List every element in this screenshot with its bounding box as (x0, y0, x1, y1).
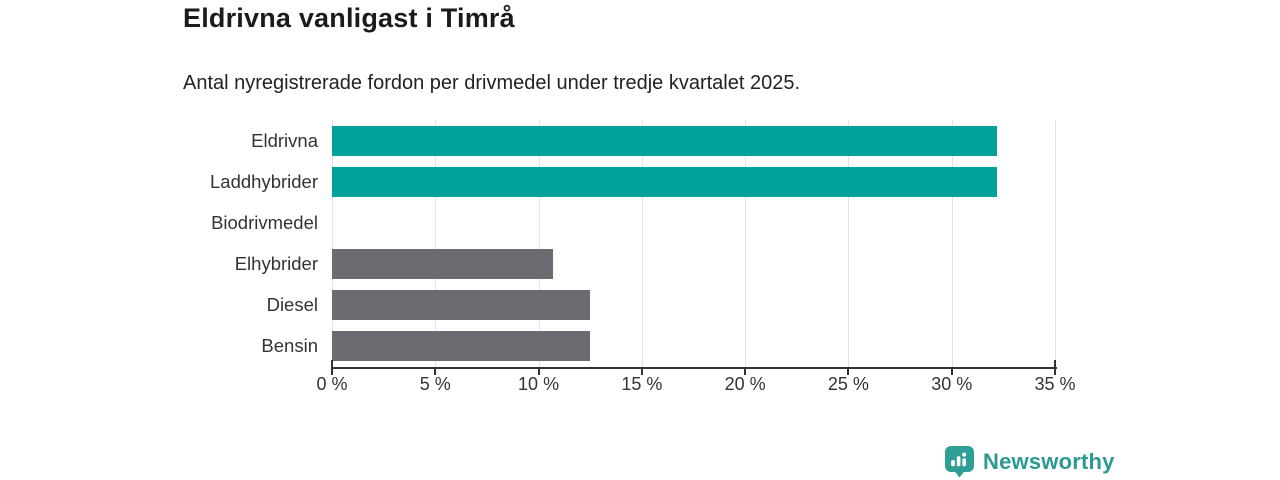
category-label: Laddhybrider (210, 170, 318, 192)
bar-track (332, 166, 1055, 197)
tick-label-10: 10 % (518, 374, 560, 394)
chart-row: Eldrivna (183, 120, 1055, 161)
gridline-35 (1055, 120, 1056, 367)
chart-row: Biodrivmedel (183, 202, 1055, 243)
chart-row: Elhybrider (183, 244, 1055, 285)
bar-track (332, 125, 1055, 156)
tick-label-35: 35 % (1034, 374, 1076, 394)
newsworthy-logo: Newsworthy (945, 446, 1115, 478)
bar-elhybrider (332, 249, 554, 280)
axis-tick-30 (950, 369, 953, 375)
axis-tick-35 (1054, 369, 1056, 375)
axis-tick-20 (744, 369, 747, 375)
gridline-30 (951, 120, 953, 367)
newsworthy-bubble-barchart-icon (945, 446, 974, 478)
gridline-5 (435, 120, 437, 367)
newsworthy-wordmark: Newsworthy (983, 449, 1115, 474)
category-label: Eldrivna (251, 129, 318, 151)
tick-label-20: 20 % (724, 374, 766, 394)
bar-bensin (332, 331, 591, 362)
chart-row: Diesel (183, 285, 1055, 326)
gridline-15 (641, 120, 643, 367)
chart-subtitle: Antal nyregistrerade fordon per drivmede… (183, 72, 801, 94)
axis-tick-15 (640, 369, 643, 375)
bar-track (332, 249, 1055, 280)
tick-label-0: 0 % (316, 374, 348, 394)
chart-row: Bensin (183, 326, 1055, 367)
axis-endcap-0 (331, 360, 333, 367)
bar-rows: Eldrivna Laddhybrider Biodrivmedel Elhybrid… (183, 120, 1055, 367)
axis-tick-25 (847, 369, 850, 375)
axis-tick-0 (331, 369, 333, 375)
bar-track (332, 208, 1055, 238)
axis-tick-10 (537, 369, 540, 375)
gridline-0 (332, 120, 333, 367)
x-axis-line (331, 367, 1057, 369)
chart-row: Laddhybrider (183, 161, 1055, 202)
gridline-20 (745, 120, 747, 367)
category-label: Biodrivmedel (211, 211, 318, 233)
tick-label-15: 15 % (621, 374, 663, 394)
category-label: Diesel (266, 294, 318, 316)
tick-label-5: 5 % (419, 374, 451, 394)
bar-diesel (332, 290, 591, 321)
axis-endcap-35 (1054, 360, 1056, 367)
tick-label-30: 30 % (931, 374, 973, 394)
gridline-10 (538, 120, 540, 367)
category-label: Elhybrider (234, 253, 318, 275)
bar-track (332, 290, 1055, 321)
axis-tick-5 (434, 369, 437, 375)
bar-track (332, 331, 1055, 362)
chart-title: Eldrivna vanligast i Timrå (183, 3, 515, 33)
gridline-25 (848, 120, 850, 367)
tick-label-25: 25 % (827, 374, 869, 394)
bar-eldrivna (332, 125, 998, 156)
plot-gridlines (332, 120, 1056, 367)
category-label: Bensin (261, 335, 318, 357)
bar-laddhybrider (332, 166, 998, 197)
